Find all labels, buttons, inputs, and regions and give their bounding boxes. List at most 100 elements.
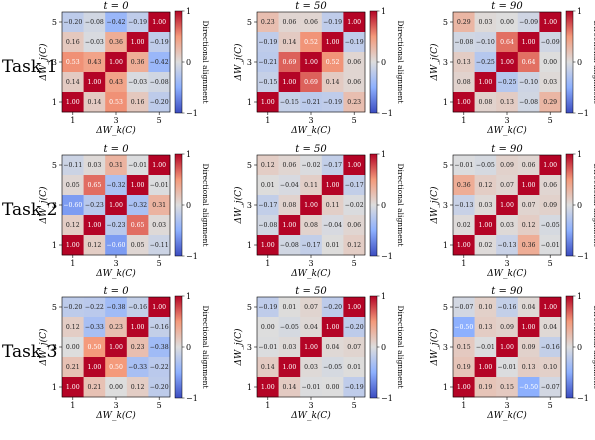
cell-value-label: −0.19 [345, 39, 364, 46]
heatmap-cell [496, 377, 519, 398]
colorbar-tick-label: 1 [381, 7, 386, 16]
heatmap-cell [278, 337, 301, 358]
heatmap-cell [83, 357, 106, 378]
heatmap-cell [126, 317, 149, 338]
y-tick-label: 5 [443, 161, 448, 170]
cell-value-label: 0.16 [66, 39, 80, 46]
colorbar [565, 10, 574, 114]
y-tick-label: 5 [52, 161, 57, 170]
heatmap-cell [148, 297, 171, 318]
heatmap-cell [126, 215, 149, 236]
heatmap-cell [517, 297, 540, 318]
cell-value-label: 0.50 [109, 364, 123, 371]
heatmap-cell [62, 317, 84, 338]
cell-value-label: −0.05 [280, 324, 299, 331]
heatmap-cell [105, 357, 128, 378]
heatmap-cell [257, 12, 279, 33]
heatmap-cell [321, 317, 344, 338]
cell-value-label: 1.00 [522, 182, 536, 189]
x-tick-label: 3 [113, 401, 118, 410]
heatmap-cell [62, 377, 84, 398]
cell-value-label: −0.33 [128, 364, 147, 371]
heatmap-cell [83, 317, 106, 338]
cell-value-label: 0.00 [500, 19, 514, 26]
heatmap-cell [300, 155, 323, 176]
cell-value-label: −0.17 [302, 242, 321, 249]
cell-value-label: 1.00 [522, 324, 536, 331]
y-tick-label: 1 [247, 98, 252, 107]
x-tick-label: 1 [265, 259, 270, 268]
colorbar-tick-label: 1 [577, 7, 582, 16]
y-tick-label: 5 [247, 161, 252, 170]
cell-value-label: 0.19 [457, 364, 471, 371]
y-tick-label: 5 [247, 303, 252, 312]
heatmap-cell [257, 52, 279, 73]
heatmap-cell [496, 92, 519, 113]
heatmap-cell [83, 175, 106, 196]
cell-value-label: 0.00 [66, 344, 80, 351]
colorbar-tick-label: 1 [381, 150, 386, 159]
cell-value-label: 1.00 [131, 182, 145, 189]
heatmap-cell [257, 155, 279, 176]
panel-title: t = 0 [103, 144, 129, 155]
heatmap-cell [343, 72, 366, 93]
heatmap-cell [474, 72, 497, 93]
y-tick-label: 3 [247, 343, 252, 352]
cell-value-label: 1.00 [457, 384, 471, 391]
x-axis-label: ΔW_k(C) [95, 125, 136, 136]
heatmap-cell [300, 357, 323, 378]
cell-value-label: −0.11 [150, 242, 169, 249]
cell-value-label: 1.00 [152, 304, 166, 311]
x-tick-label: 5 [157, 401, 162, 410]
heatmap-cell [453, 12, 475, 33]
cell-value-label: 0.09 [500, 324, 514, 331]
colorbar-tick-label: 0 [186, 58, 191, 67]
y-tick-label: 5 [443, 303, 448, 312]
cell-value-label: −0.38 [150, 344, 169, 351]
cell-value-label: 0.07 [522, 202, 536, 209]
heatmap-cell [517, 235, 540, 256]
heatmap-cell [105, 195, 128, 216]
panel-title: t = 50 [295, 286, 327, 297]
heatmap-cell [148, 92, 171, 113]
heatmap-cell [148, 195, 171, 216]
cell-value-label: −0.21 [258, 59, 277, 66]
heatmap-cell [453, 52, 475, 73]
heatmap-cell [453, 155, 475, 176]
cell-value-label: 1.00 [304, 344, 318, 351]
cell-value-label: 0.43 [109, 79, 123, 86]
heatmap-cell [257, 175, 279, 196]
panel-title: t = 50 [295, 1, 327, 12]
cell-value-label: 0.31 [152, 202, 166, 209]
heatmap-cell [343, 297, 366, 318]
heatmap-cell [126, 72, 149, 93]
colorbar-tick-label: −1 [186, 252, 198, 261]
cell-value-label: −0.08 [85, 19, 104, 26]
heatmap-cell [105, 92, 128, 113]
cell-value-label: −0.17 [258, 202, 277, 209]
heatmap-cell [278, 297, 301, 318]
cell-value-label: 0.53 [109, 99, 123, 106]
heatmap-cell [257, 195, 279, 216]
heatmap-panel: t = 0 −0.11 0.03 0.31 −0.01 1.00 0.05 0.65 −0.32… [38, 144, 210, 279]
x-tick-label: 5 [352, 259, 357, 268]
x-tick-label: 5 [157, 259, 162, 268]
heatmap-cell [474, 377, 497, 398]
heatmap-cell [62, 52, 84, 73]
heatmap-cell [539, 297, 562, 318]
cell-value-label: −0.20 [150, 99, 169, 106]
heatmap-cell [257, 215, 279, 236]
heatmap-cell [300, 317, 323, 338]
cell-value-label: −0.02 [302, 162, 321, 169]
x-axis-label: ΔW_k(C) [95, 410, 136, 421]
heatmap-cell [496, 357, 519, 378]
cell-value-label: 1.00 [261, 384, 275, 391]
cell-value-label: −0.03 [128, 79, 147, 86]
cell-value-label: 1.00 [283, 79, 297, 86]
heatmap-cell [83, 72, 106, 93]
cell-value-label: 0.14 [261, 364, 275, 371]
x-tick-label: 1 [461, 401, 466, 410]
cell-value-label: −0.02 [345, 202, 364, 209]
panel-title: t = 0 [103, 286, 129, 297]
cell-value-label: −0.04 [323, 222, 342, 229]
